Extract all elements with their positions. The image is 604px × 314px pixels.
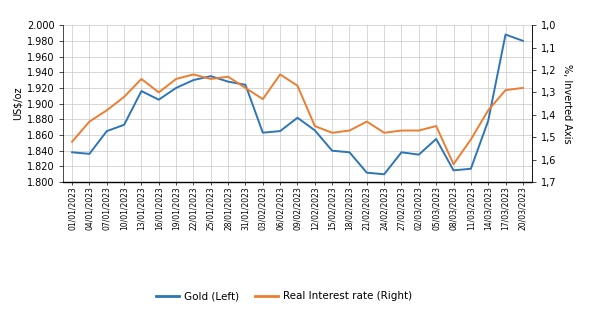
Legend: Gold (Left), Real Interest rate (Right): Gold (Left), Real Interest rate (Right): [152, 287, 416, 306]
Y-axis label: %, Inverted Axis: %, Inverted Axis: [562, 64, 571, 143]
Text: Gold vs real rates (Treasury Inflation-Protected Securities yield): Gold vs real rates (Treasury Inflation-P…: [6, 14, 420, 24]
Y-axis label: US$/oz: US$/oz: [13, 87, 22, 120]
